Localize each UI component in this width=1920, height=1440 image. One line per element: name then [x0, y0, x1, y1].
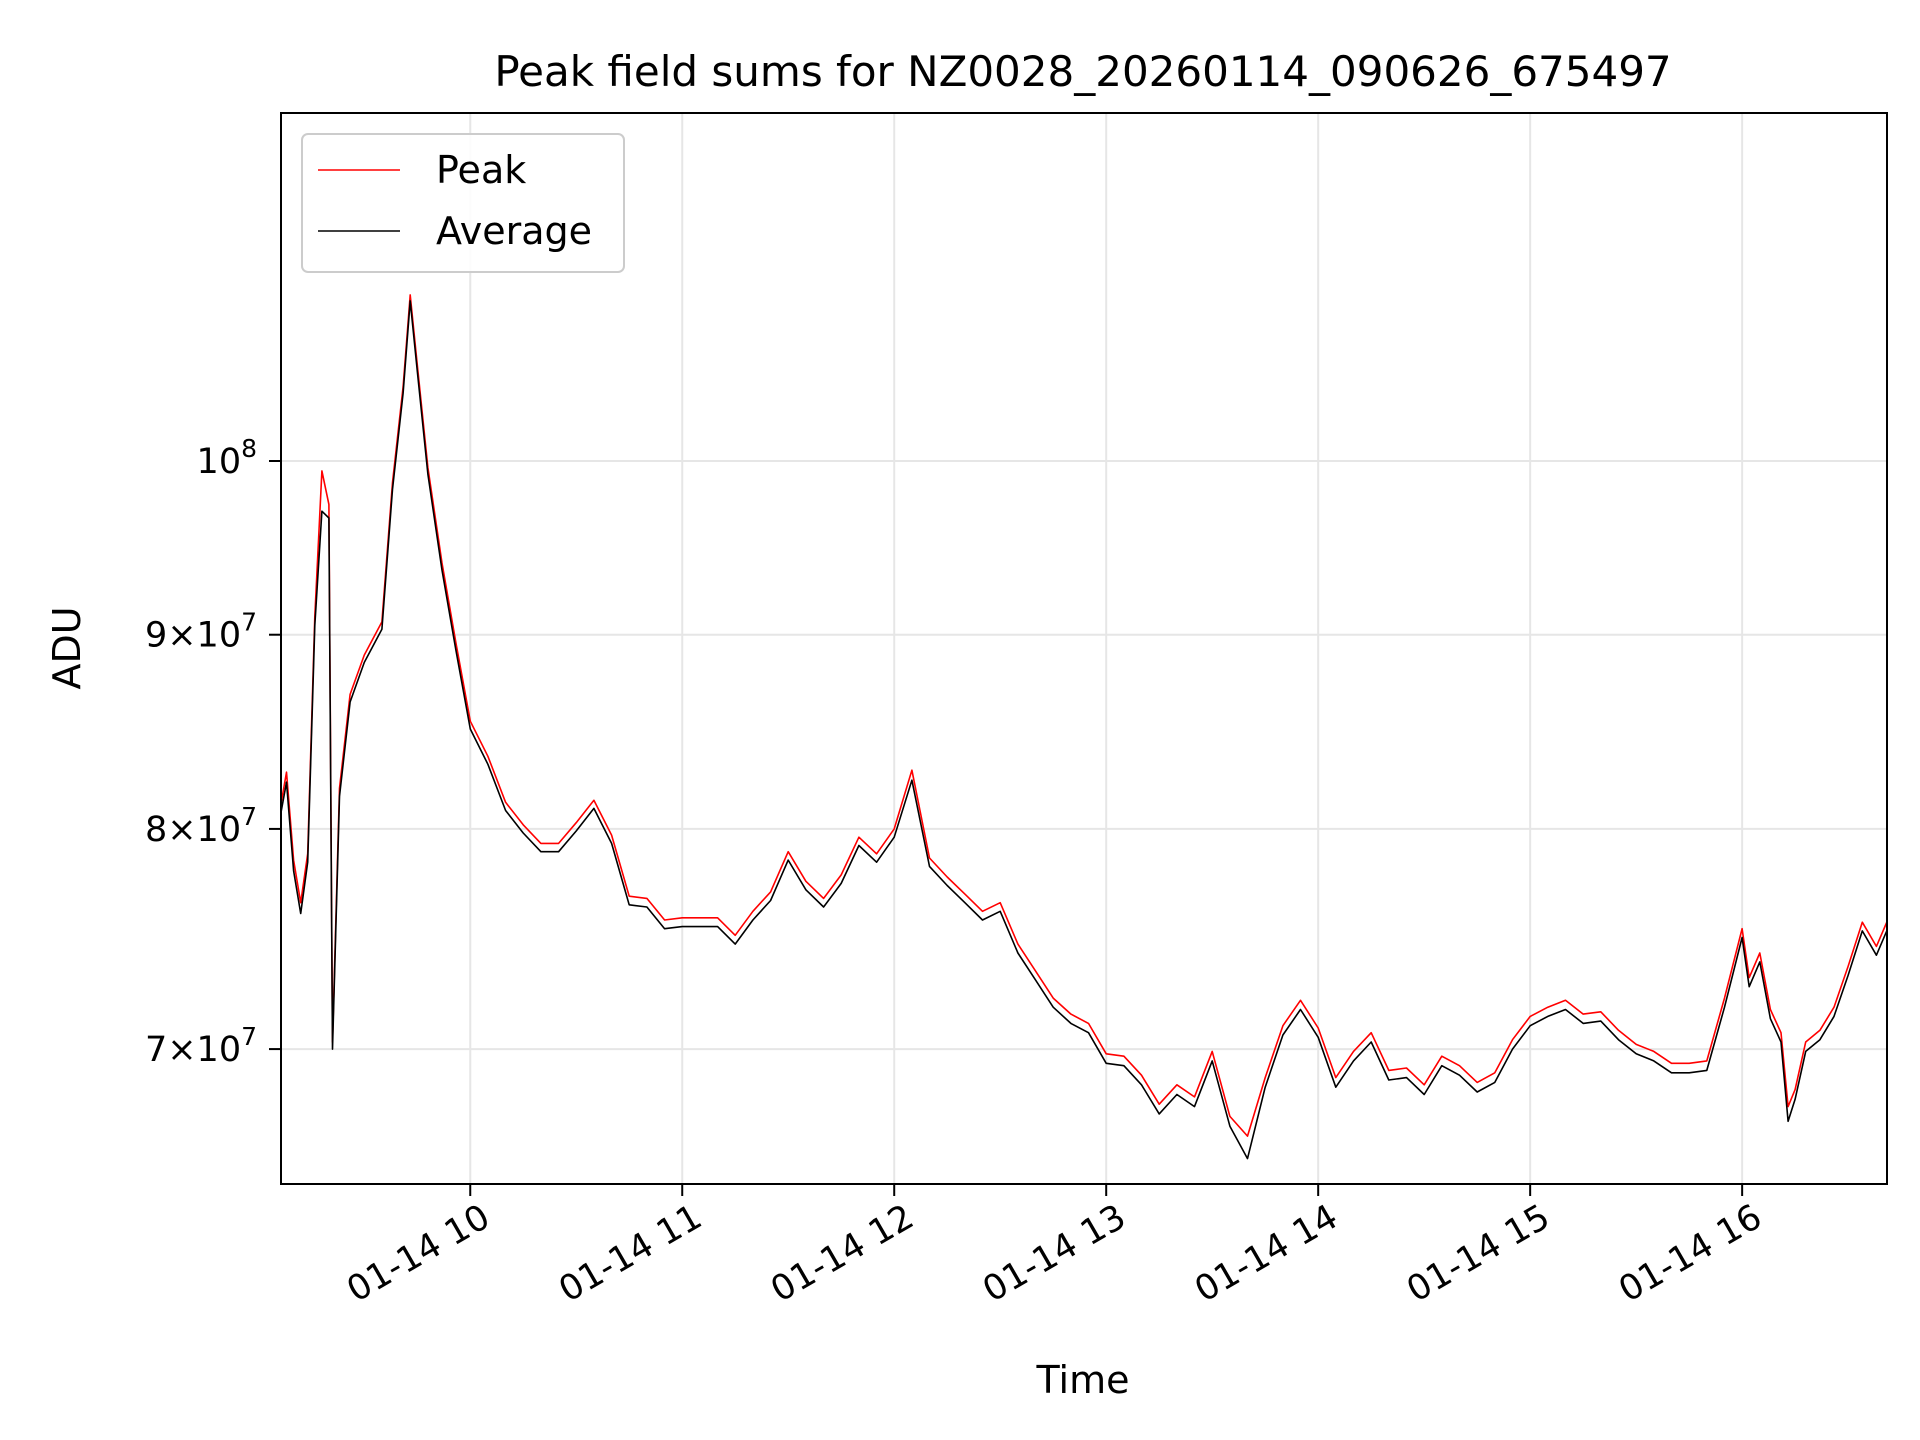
plot-area-frame	[280, 112, 1888, 1185]
legend-label-peak: Peak	[436, 148, 526, 192]
y-axis-label: ADU	[45, 606, 89, 689]
legend-box	[301, 133, 625, 273]
legend: Peak Average	[301, 133, 625, 273]
series-group	[281, 294, 1887, 1160]
series-line-average	[281, 300, 1887, 1160]
y-axis: 7×107 8×107 9×107 108	[145, 434, 281, 1070]
series-line-peak	[281, 294, 1887, 1137]
x-axis-label: Time	[1036, 1358, 1130, 1402]
y-tick-label: 9×107	[145, 608, 257, 656]
y-tick-label: 7×107	[145, 1022, 257, 1070]
grid	[281, 113, 1887, 1184]
y-tick-label: 108	[197, 434, 257, 482]
legend-label-average: Average	[436, 209, 592, 253]
chart-title: Peak field sums for NZ0028_20260114_0906…	[494, 47, 1671, 96]
y-tick-label: 8×107	[145, 802, 257, 850]
